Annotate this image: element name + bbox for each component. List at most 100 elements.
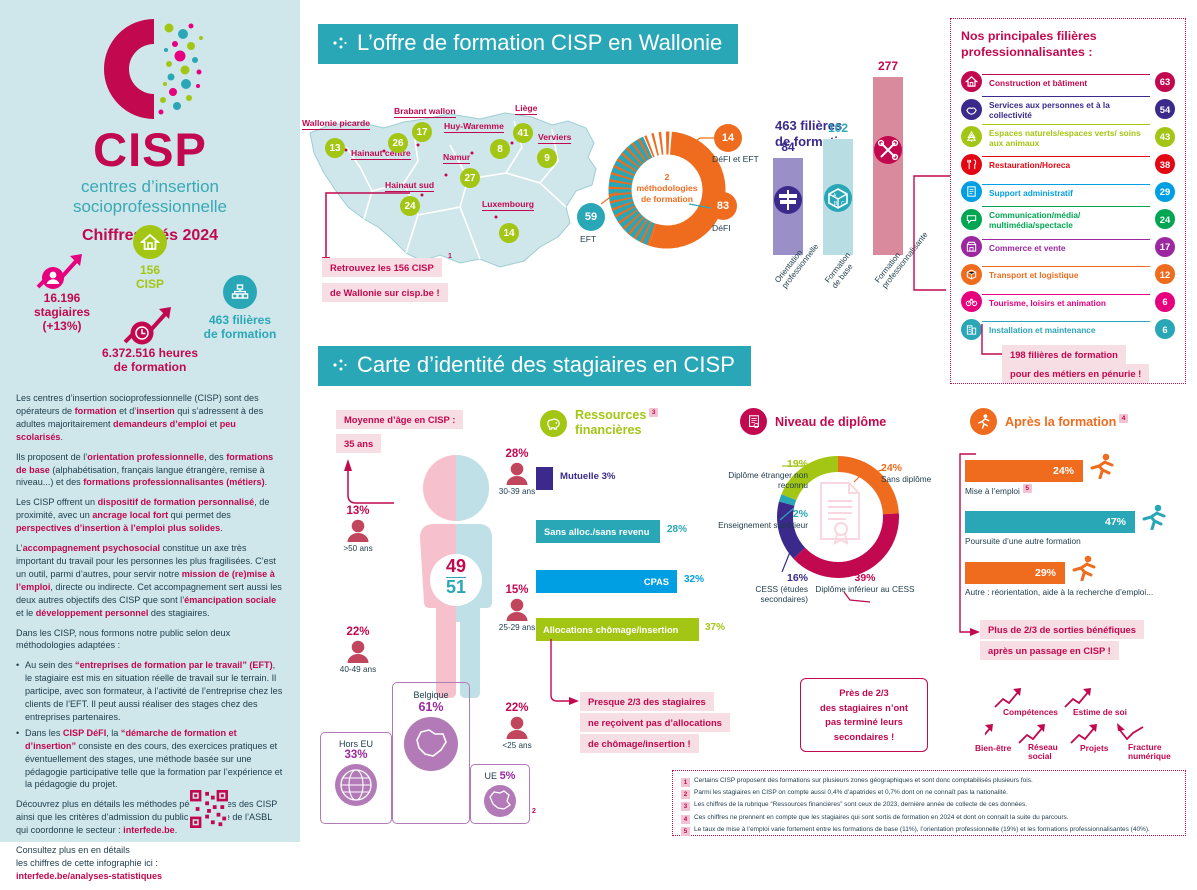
apres-mise-footnote: 5 bbox=[1022, 484, 1032, 493]
person-icon bbox=[506, 598, 528, 621]
province-badge-hainaut-sud: 24 bbox=[400, 196, 420, 216]
age-group-over-50: 13% >50 ans bbox=[330, 505, 386, 553]
apres-title-text: Après la formation bbox=[1005, 414, 1117, 429]
abc-cube-icon: A B C bbox=[823, 183, 853, 213]
ressources-title-l2: financières bbox=[575, 423, 642, 438]
filiere-row-installation[interactable]: Installation et maintenance 6 bbox=[961, 316, 1175, 344]
filieres-panel: Nos principales filières professionnalis… bbox=[950, 18, 1186, 384]
filiere-label-restauration: Restauration/Horeca bbox=[982, 156, 1150, 171]
average-age-block: Moyenne d’âge en CISP : 35 ans bbox=[336, 410, 464, 453]
nationality-step-hors-eu[interactable]: Hors EU 33% bbox=[320, 732, 392, 824]
filiere-label-tourisme: Tourisme, loisirs et animation bbox=[982, 293, 1150, 309]
person-icon bbox=[506, 716, 528, 739]
kpi-cisp-value: 156 bbox=[139, 263, 161, 277]
diplome-callout-l3: pas terminé leurs bbox=[825, 716, 903, 728]
kpi-cisp: 156 CISP bbox=[105, 225, 195, 291]
filiere-count-construction: 63 bbox=[1155, 71, 1175, 92]
nationality-ue-pct: 5% bbox=[499, 770, 516, 782]
footnote-number-2: 2 bbox=[681, 790, 690, 800]
diplome-text-sans-diplome: Sans diplôme bbox=[881, 473, 932, 484]
map-callout-line2: de Wallonie sur cisp.be ! bbox=[322, 283, 448, 302]
age-25-29-pct: 15% bbox=[505, 584, 529, 596]
province-label-luxembourg: Luxembourg bbox=[482, 199, 535, 211]
filieres-bar-chart: 84 Orientation professionnelle 102 A B C… bbox=[765, 59, 930, 293]
section-header-carte-identite: Carte d’identité des stagiaires en CISP bbox=[318, 346, 751, 386]
age-group-30-39: 28% 30-39 ans bbox=[489, 448, 545, 496]
diploma-watermark-icon bbox=[820, 482, 860, 545]
building-icon bbox=[961, 318, 982, 340]
filiere-count-communication: 24 bbox=[1155, 209, 1175, 230]
bar-base-label: Formation de base bbox=[823, 250, 860, 290]
diplome-text-superieur: Enseignement supérieur bbox=[718, 519, 808, 530]
kpi-filieres: 463 filières de formation bbox=[188, 275, 292, 341]
ressources-callout-line1: Presque 2/3 des stagiaires bbox=[580, 692, 714, 711]
ressources-callout-line3: de chômage/insertion ! bbox=[580, 734, 699, 753]
province-badge-liege: 41 bbox=[513, 123, 533, 143]
age-over50-label: >50 ans bbox=[343, 544, 373, 553]
average-age-value: 35 ans bbox=[336, 434, 382, 453]
diplome-callout-box: Près de 2/3 des stagiaires n’ont pas ter… bbox=[800, 678, 928, 753]
benefits-arrow-lines bbox=[985, 688, 1144, 744]
defi-value-badge: 83 bbox=[709, 192, 737, 220]
ressources-callout-arrow bbox=[550, 639, 579, 705]
footnote-row-3: 3 Les chiffres de la rubrique “Ressource… bbox=[681, 801, 1177, 812]
wallonia-map-shape bbox=[309, 112, 597, 268]
ressources-header: Ressources 3 financières bbox=[540, 407, 659, 438]
ressources-label-mutuelle: Mutuelle 3% bbox=[560, 471, 616, 482]
map-callout-line1: Retrouvez les 156 CISP bbox=[322, 258, 442, 277]
ressources-label-allocations: Allocations chômage/insertion bbox=[543, 624, 679, 635]
kpi-heures: 6.372.516 heures de formation bbox=[70, 300, 230, 374]
house-icon bbox=[133, 225, 167, 259]
nationality-belgique-name: Belgique bbox=[413, 690, 449, 700]
qr-code-icon[interactable] bbox=[190, 790, 228, 828]
belgium-map-icon bbox=[404, 717, 458, 771]
footnote-text-3: Les chiffres de la rubrique “Ressources … bbox=[694, 801, 1028, 809]
filiere-row-commerce[interactable]: Commerce et vente 17 bbox=[961, 233, 1175, 261]
filiere-row-espaces-naturels[interactable]: Espaces naturels/espaces verts/ soins au… bbox=[961, 123, 1175, 151]
signpost-icon bbox=[773, 185, 803, 215]
svg-text:A: A bbox=[833, 193, 837, 199]
nationality-belgique-pct: 61% bbox=[418, 700, 444, 714]
section-header-offre-title: L’offre de formation CISP en Wallonie bbox=[357, 30, 723, 55]
methodologies-center-l2: méthodologies bbox=[636, 183, 698, 194]
svg-text:B: B bbox=[834, 201, 838, 207]
cutlery-icon bbox=[961, 153, 982, 175]
diplome-label-etranger: 19% Diplôme étranger non reconnu bbox=[716, 458, 808, 491]
ressources-bar-sans-alloc: Sans alloc./sans revenu bbox=[536, 520, 660, 543]
province-badge-brabant-wallon: 17 bbox=[412, 122, 432, 142]
apres-footnote-marker: 4 bbox=[1119, 414, 1128, 424]
nationality-step-ue[interactable]: UE 5% bbox=[470, 764, 530, 824]
filiere-count-tourisme: 6 bbox=[1155, 291, 1175, 312]
filiere-label-communication: Communication/média/ multimédia/spectacl… bbox=[982, 206, 1150, 231]
apres-label-poursuite: Poursuite d’une autre formation bbox=[965, 536, 1081, 546]
diplome-text-cess: CESS (études secondaires) bbox=[755, 583, 808, 604]
diplome-label-superieur: 2% Enseignement supérieur bbox=[706, 508, 808, 531]
penurie-callout-line2: pour des métiers en pénurie ! bbox=[1002, 364, 1150, 383]
province-label-hainaut-centre: Hainaut centre bbox=[351, 148, 411, 160]
cisp-logo-icon bbox=[103, 18, 203, 120]
intro-p6: Découvrez plus en détails les méthodes p… bbox=[16, 799, 278, 836]
benefit-projets: Projets bbox=[1080, 743, 1109, 753]
bar-to-panel-connector bbox=[913, 175, 950, 291]
filiere-row-support-administratif[interactable]: Support administratif 29 bbox=[961, 178, 1175, 206]
age-over50-pct: 13% bbox=[346, 505, 370, 517]
province-badge-namur: 27 bbox=[460, 168, 480, 188]
ressources-bar-allocations: Allocations chômage/insertion bbox=[536, 618, 699, 641]
footnote-number-4: 4 bbox=[681, 814, 690, 824]
filiere-row-construction[interactable]: Construction et bâtiment 63 bbox=[961, 68, 1175, 96]
apres-callout-line1: Plus de 2/3 de sorties bénéfiques bbox=[980, 620, 1144, 639]
tree-icon bbox=[961, 126, 982, 148]
average-age-arrow bbox=[344, 459, 394, 504]
ressources-bar-cpas: CPAS bbox=[536, 570, 677, 593]
filiere-row-restauration[interactable]: Restauration/Horeca 38 bbox=[961, 151, 1175, 179]
nationality-step-belgique[interactable]: Belgique 61% bbox=[392, 682, 470, 824]
filiere-label-transport: Transport et logistique bbox=[982, 266, 1150, 281]
province-label-verviers: Verviers bbox=[538, 132, 572, 144]
brand-subtitle: centres d’insertion socioprofessionnelle bbox=[0, 177, 300, 217]
document-icon bbox=[961, 181, 982, 203]
filiere-row-tourisme[interactable]: Tourisme, loisirs et animation 6 bbox=[961, 288, 1175, 316]
filiere-row-services[interactable]: Services aux personnes et à la collectiv… bbox=[961, 96, 1175, 124]
filiere-row-transport[interactable]: Transport et logistique 12 bbox=[961, 261, 1175, 289]
filiere-row-communication[interactable]: Communication/média/ multimédia/spectacl… bbox=[961, 206, 1175, 234]
province-label-hainaut-sud: Hainaut sud bbox=[385, 180, 435, 192]
